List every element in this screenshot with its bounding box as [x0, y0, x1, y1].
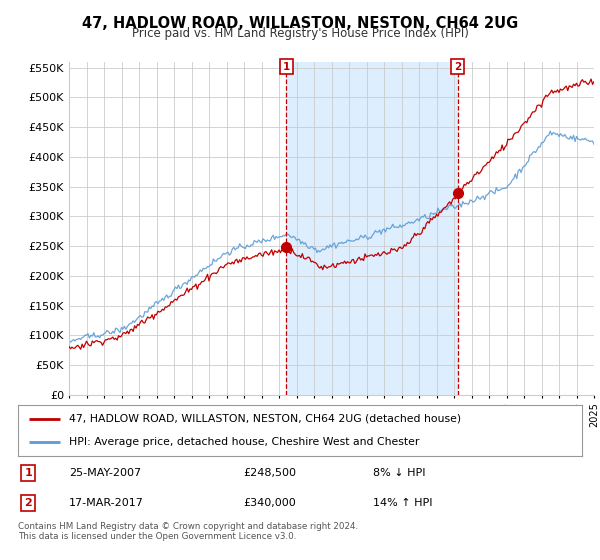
- Text: 17-MAR-2017: 17-MAR-2017: [69, 498, 143, 508]
- Text: 2: 2: [454, 62, 461, 72]
- Text: 2: 2: [24, 498, 32, 508]
- Text: 8% ↓ HPI: 8% ↓ HPI: [373, 468, 426, 478]
- Bar: [286, 62, 458, 395]
- Text: Price paid vs. HM Land Registry's House Price Index (HPI): Price paid vs. HM Land Registry's House …: [131, 27, 469, 40]
- Text: 47, HADLOW ROAD, WILLASTON, NESTON, CH64 2UG: 47, HADLOW ROAD, WILLASTON, NESTON, CH64…: [82, 16, 518, 31]
- Text: 47, HADLOW ROAD, WILLASTON, NESTON, CH64 2UG (detached house): 47, HADLOW ROAD, WILLASTON, NESTON, CH64…: [69, 414, 461, 424]
- Text: Contains HM Land Registry data © Crown copyright and database right 2024.
This d: Contains HM Land Registry data © Crown c…: [18, 522, 358, 542]
- Text: 25-MAY-2007: 25-MAY-2007: [69, 468, 141, 478]
- Text: 1: 1: [283, 62, 290, 72]
- Text: 1: 1: [24, 468, 32, 478]
- Text: £340,000: £340,000: [244, 498, 296, 508]
- Text: £248,500: £248,500: [244, 468, 296, 478]
- Text: 14% ↑ HPI: 14% ↑ HPI: [373, 498, 433, 508]
- Text: HPI: Average price, detached house, Cheshire West and Chester: HPI: Average price, detached house, Ches…: [69, 437, 419, 447]
